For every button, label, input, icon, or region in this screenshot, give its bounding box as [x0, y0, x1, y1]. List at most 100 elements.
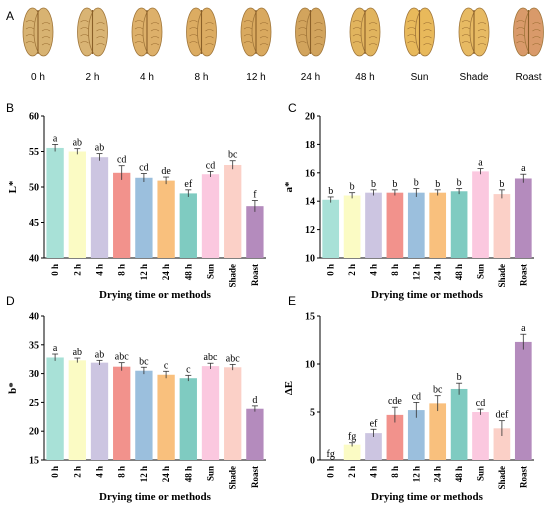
- bar: [113, 172, 131, 258]
- bar: [493, 194, 511, 258]
- bar: [450, 388, 468, 460]
- significance-letter: ef: [370, 418, 378, 429]
- kernel-label: 24 h: [301, 72, 320, 83]
- significance-letter: c: [186, 364, 191, 375]
- x-tick-label: Roast: [250, 264, 260, 286]
- significance-letter: a: [521, 163, 526, 174]
- x-tick-label: 0 h: [326, 264, 336, 276]
- bar: [90, 362, 109, 460]
- y-tick-label: 25: [29, 398, 39, 409]
- x-tick-label: 4 h: [369, 466, 379, 478]
- significance-letter: ab: [95, 349, 104, 360]
- x-tick-label: 8 h: [117, 264, 127, 276]
- x-tick-label: 2 h: [72, 264, 82, 276]
- kernel-image: [513, 7, 544, 57]
- kernel-label: 12 h: [246, 72, 265, 83]
- significance-letter: cd: [412, 391, 421, 402]
- x-axis-label: Drying time or methods: [99, 491, 212, 503]
- x-tick-label: Sun: [476, 466, 486, 481]
- y-axis-label: b*: [7, 382, 19, 394]
- bar: [472, 412, 489, 460]
- bar: [365, 192, 382, 258]
- significance-letter: a: [478, 158, 483, 169]
- bar: [365, 433, 382, 460]
- bar: [113, 366, 131, 460]
- bar: [68, 360, 86, 460]
- significance-letter: b: [350, 182, 355, 193]
- chart-yellowness: 15 20 25 30 35 40 b* a 0 h ab 2 h ab 4 h abc 8 h bc 12 h…: [7, 312, 266, 503]
- bar: [343, 444, 361, 460]
- y-tick-label: 0: [310, 456, 315, 467]
- bar: [450, 191, 468, 258]
- y-tick-label: 40: [29, 312, 39, 323]
- kernel-label: 8 h: [195, 72, 209, 83]
- x-tick-label: 2 h: [347, 264, 357, 276]
- x-tick-label: Roast: [518, 466, 528, 488]
- x-tick-label: Shade: [497, 466, 507, 490]
- significance-letter: bc: [433, 385, 443, 396]
- x-tick-label: 12 h: [139, 264, 149, 280]
- y-tick-label: 10: [305, 254, 315, 265]
- bar: [201, 174, 220, 258]
- bar: [407, 410, 425, 460]
- y-tick-label: 45: [29, 218, 39, 229]
- x-tick-label: Sun: [206, 466, 216, 481]
- significance-letter: cde: [388, 396, 402, 407]
- x-tick-label: Shade: [497, 264, 507, 288]
- y-tick-label: 18: [305, 140, 315, 151]
- y-tick-label: 60: [29, 112, 39, 123]
- y-tick-label: 16: [305, 168, 315, 179]
- significance-letter: b: [457, 177, 462, 188]
- x-tick-label: 4 h: [369, 264, 379, 276]
- significance-letter: ef: [184, 179, 192, 190]
- bar: [157, 180, 175, 258]
- significance-letter: def: [496, 410, 509, 421]
- significance-letter: f: [253, 189, 257, 200]
- x-tick-label: Sun: [476, 264, 486, 279]
- kernel-label: Roast: [515, 72, 541, 83]
- kernel-label: Shade: [460, 72, 489, 83]
- kernel-label: Sun: [411, 72, 429, 83]
- x-tick-label: Shade: [228, 264, 238, 288]
- x-tick-label: 2 h: [347, 466, 357, 478]
- significance-letter: cd: [476, 398, 485, 409]
- panel-letter-b: B: [6, 101, 14, 115]
- x-tick-label: 8 h: [390, 264, 400, 276]
- significance-letter: ab: [73, 138, 82, 149]
- significance-letter: d: [252, 395, 257, 406]
- x-tick-label: 12 h: [411, 264, 421, 280]
- y-tick-label: 15: [305, 312, 315, 323]
- chart-color-difference: 0 5 10 15 ΔE fg 0 h fg 2 h ef 4 h cde 8 h cd 12 h bc 24 …: [283, 312, 534, 503]
- panel-letter-a: A: [6, 9, 14, 23]
- x-tick-label: Roast: [518, 264, 528, 286]
- x-tick-label: 0 h: [50, 466, 60, 478]
- bar: [407, 192, 425, 258]
- x-tick-label: 24 h: [161, 264, 171, 280]
- bar: [246, 206, 264, 258]
- bar: [246, 408, 264, 460]
- significance-letter: fg: [327, 449, 335, 460]
- y-tick-label: 30: [29, 369, 39, 380]
- bar: [224, 164, 242, 258]
- y-tick-label: 35: [29, 340, 39, 351]
- y-tick-label: 5: [310, 408, 315, 419]
- kernel-image: [458, 7, 490, 57]
- kernel-image: [295, 7, 326, 57]
- x-tick-label: 24 h: [161, 466, 171, 482]
- bar: [201, 366, 220, 460]
- significance-letter: cd: [206, 160, 215, 171]
- chart-redness: 10 12 14 16 18 20 a* b 0 h b 2 h b 4 h b 8 h b 12 h b 24 h…: [283, 112, 534, 301]
- panel-letter-c: C: [288, 101, 297, 115]
- significance-letter: fg: [348, 432, 356, 443]
- x-tick-label: 48 h: [183, 264, 193, 280]
- bar: [135, 370, 153, 460]
- bar: [322, 199, 340, 258]
- bar: [514, 178, 532, 258]
- x-tick-label: Shade: [228, 466, 238, 490]
- kernel-image: [22, 7, 54, 57]
- kernel-image: [131, 7, 163, 57]
- y-tick-label: 15: [29, 456, 39, 467]
- x-tick-label: 12 h: [411, 466, 421, 482]
- x-tick-label: 24 h: [433, 264, 443, 280]
- significance-letter: b: [371, 179, 376, 190]
